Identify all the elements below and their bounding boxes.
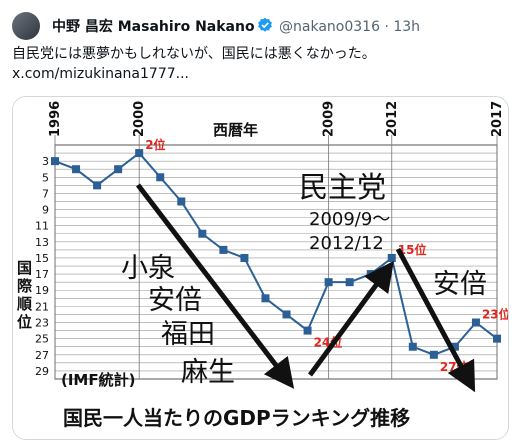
data-point (493, 334, 501, 343)
separator: · (384, 19, 389, 35)
data-point (51, 157, 59, 166)
rank-label: 2位 (145, 137, 165, 152)
x-axis-label: 西暦年 (213, 121, 258, 139)
y-tick-label: 27 (35, 349, 49, 362)
annotation-koizumi: 小泉 (121, 253, 175, 284)
series-segment (159, 176, 183, 203)
rank-label: 15位 (398, 242, 427, 257)
annotation-minshuto: 民主党 (299, 170, 386, 204)
tweet-text: 自民党には悪夢かもしれないが、国民には悪くなかった。 x.com/mizukin… (12, 44, 507, 84)
series-segment (180, 200, 204, 235)
data-point (219, 245, 228, 254)
tweet-link[interactable]: x.com/mizukinana1777... (12, 66, 189, 82)
chart-image[interactable]: 3 5 7 9 11 13 15 17 19 21 23 25 27 29 1996 2000 2009 201… (12, 96, 509, 440)
chart-grid (54, 144, 498, 380)
data-point (303, 326, 312, 335)
verified-badge-icon (257, 17, 273, 37)
data-point (429, 350, 438, 359)
data-point (345, 278, 354, 287)
data-point (408, 342, 417, 351)
y-axis-label-char: 順 (16, 295, 33, 313)
y-axis-label-char: 国 (17, 259, 32, 277)
y-tick-label: 19 (35, 284, 49, 297)
y-tick-label: 15 (35, 252, 49, 265)
display-name[interactable]: 中野 昌宏 Masahiro Nakano (52, 19, 255, 35)
series-segment (138, 152, 161, 178)
x-tick-label: 2009 (322, 101, 337, 137)
avatar[interactable] (12, 12, 40, 40)
annotation-date-start: 2009/9～ (309, 209, 390, 230)
x-tick-label: 2000 (132, 101, 147, 137)
data-point (240, 253, 249, 262)
y-tick-label: 23 (35, 317, 49, 330)
annotation-abe-2: 安倍 (433, 269, 487, 300)
data-point (366, 270, 375, 279)
annotation-date-end: 2012/12 (309, 233, 384, 254)
y-tick-label: 17 (35, 268, 49, 281)
chart-title: 国民一人当たりのGDPランキング推移 (63, 406, 410, 430)
y-axis-label: 国際順位 (16, 259, 33, 331)
y-tick-label: 13 (35, 236, 49, 249)
data-point (198, 229, 207, 238)
trend-arrow-down-2 (395, 247, 476, 393)
annotation-aso: 麻生 (181, 357, 235, 388)
y-tick-label: 3 (42, 155, 49, 168)
data-point (261, 294, 270, 303)
y-axis-label-char: 位 (17, 313, 32, 331)
data-point (387, 253, 396, 262)
timestamp[interactable]: 13h (393, 19, 421, 35)
chart-background (13, 97, 508, 439)
handle[interactable]: @nakano0316 (279, 19, 380, 35)
data-point (114, 165, 123, 174)
tweet-header: 中野 昌宏 Masahiro Nakano @nakano0316 · 13h (52, 16, 420, 37)
annotation-abe-1: 安倍 (148, 285, 202, 316)
data-point (471, 318, 480, 327)
y-axis-ticks: 3 5 7 9 11 13 15 17 19 21 23 25 27 29 (35, 155, 49, 378)
data-point (156, 173, 165, 182)
data-point (93, 181, 102, 190)
series-segment (454, 321, 477, 348)
trend-arrow-down-1 (136, 183, 295, 389)
data-point (324, 278, 333, 287)
data-point (72, 165, 81, 174)
y-axis-label-char: 際 (17, 277, 33, 295)
series-segment (243, 257, 267, 299)
y-tick-label: 11 (35, 220, 49, 233)
x-tick-label: 2012 (385, 101, 400, 137)
annotation-fukuda: 福田 (161, 319, 215, 350)
data-point (282, 310, 291, 319)
series-segment (390, 257, 414, 347)
data-point (177, 197, 186, 206)
data-point (135, 149, 144, 158)
tweet-text-line: 自民党には悪夢かもしれないが、国民には悪くなかった。 (12, 46, 376, 62)
y-tick-label: 25 (35, 333, 49, 346)
x-tick-label: 2017 (490, 101, 505, 137)
rank-label: 23位 (482, 307, 508, 322)
y-tick-label: 7 (42, 187, 49, 200)
x-tick-label: 1996 (48, 101, 63, 137)
y-tick-label: 29 (35, 365, 49, 378)
series-segment (306, 281, 330, 331)
y-tick-label: 21 (35, 300, 49, 313)
y-tick-label: 9 (42, 204, 49, 217)
data-point (450, 342, 459, 351)
y-tick-label: 5 (42, 171, 49, 184)
source-note: (IMF統計) (61, 371, 135, 389)
gdp-ranking-chart: 3 5 7 9 11 13 15 17 19 21 23 25 27 29 1996 2000 2009 201… (13, 97, 508, 439)
trend-arrow-up (307, 260, 394, 377)
